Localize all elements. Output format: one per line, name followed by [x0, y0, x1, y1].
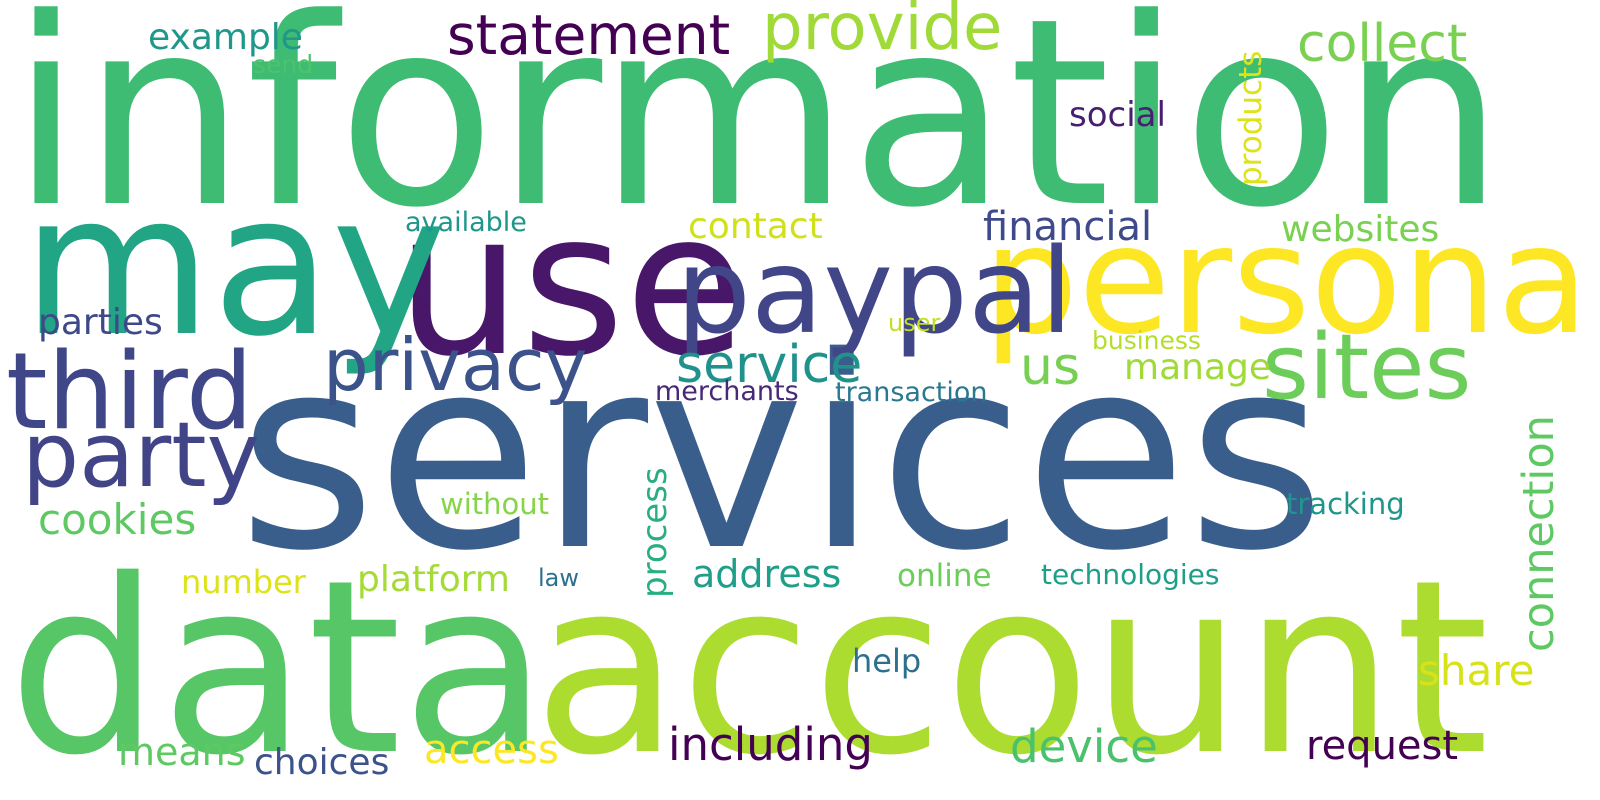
- word-help: help: [852, 642, 922, 680]
- word-law: law: [538, 564, 580, 592]
- word-websites: websites: [1281, 209, 1440, 250]
- word-technologies: technologies: [1041, 558, 1220, 591]
- word-process: process: [635, 467, 675, 598]
- word-choices: choices: [254, 742, 390, 783]
- word-online: online: [897, 558, 992, 594]
- word-paypal: paypal: [676, 222, 1074, 360]
- word-share: share: [1418, 646, 1535, 695]
- word-parties: parties: [38, 302, 163, 343]
- word-number: number: [181, 563, 306, 601]
- word-available: available: [405, 207, 527, 238]
- word-information: information: [10, 0, 1505, 265]
- word-platform: platform: [357, 559, 510, 600]
- word-statement: statement: [447, 3, 731, 67]
- word-example: example: [148, 17, 303, 58]
- word-transaction: transaction: [835, 377, 988, 408]
- word-merchants: merchants: [655, 376, 799, 407]
- word-sites: sites: [1262, 315, 1472, 420]
- word-cookies: cookies: [38, 495, 197, 544]
- word-provide: provide: [762, 0, 1003, 65]
- word-party: party: [22, 403, 260, 508]
- word-use: use: [396, 169, 747, 400]
- word-contact: contact: [688, 206, 823, 247]
- word-us: us: [1020, 337, 1081, 397]
- word-social: social: [1069, 95, 1166, 135]
- word-financial: financial: [983, 204, 1153, 250]
- word-privacy: privacy: [323, 323, 588, 407]
- word-collect: collect: [1297, 14, 1468, 74]
- word-connection: connection: [1514, 415, 1564, 652]
- word-business: business: [1092, 326, 1201, 355]
- word-account: account: [533, 528, 1490, 800]
- word-service: service: [676, 335, 863, 395]
- word-send: send: [253, 50, 314, 79]
- word-device: device: [1010, 720, 1158, 773]
- word-manage: manage: [1124, 347, 1272, 388]
- word-products: products: [1233, 50, 1269, 186]
- word-user: user: [888, 309, 941, 337]
- word-means: means: [118, 730, 246, 774]
- word-data: data: [8, 528, 549, 800]
- word-tracking: tracking: [1286, 487, 1405, 521]
- word-including: including: [668, 718, 873, 771]
- word-may: may: [22, 152, 447, 379]
- word-address: address: [692, 552, 842, 596]
- word-request: request: [1306, 723, 1459, 769]
- word-access: access: [424, 727, 559, 773]
- word-third: third: [6, 330, 254, 453]
- word-personal: personal: [983, 194, 1600, 368]
- word-without: without: [440, 487, 550, 521]
- word-services: services: [238, 301, 1326, 609]
